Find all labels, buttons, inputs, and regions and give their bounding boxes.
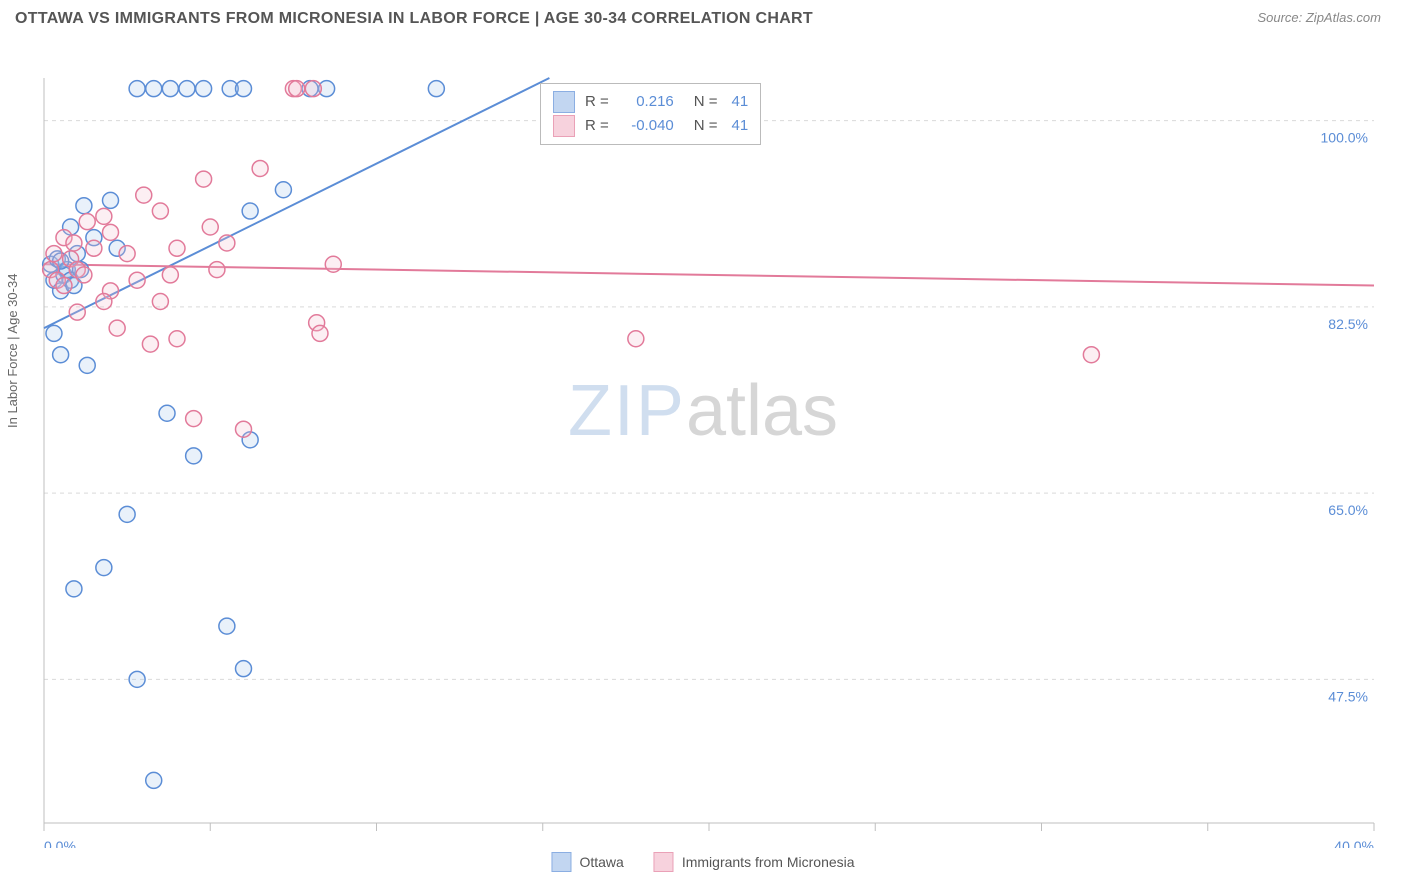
n-value: 41	[732, 114, 749, 138]
svg-text:65.0%: 65.0%	[1328, 502, 1368, 518]
correlation-stats-box: R = 0.216 N = 41 R = -0.040 N = 41	[540, 83, 761, 145]
legend: Ottawa Immigrants from Micronesia	[551, 852, 854, 872]
stats-row: R = 0.216 N = 41	[553, 90, 748, 114]
chart-area: In Labor Force | Age 30-34 47.5% 65.0% 82.…	[0, 28, 1406, 878]
r-value: 0.216	[619, 90, 674, 114]
r-label: R =	[585, 114, 609, 138]
chart-title: OTTAWA VS IMMIGRANTS FROM MICRONESIA IN …	[15, 10, 813, 28]
source-label: Source:	[1257, 10, 1305, 25]
legend-item: Immigrants from Micronesia	[654, 852, 855, 872]
chart-header: OTTAWA VS IMMIGRANTS FROM MICRONESIA IN …	[0, 0, 1406, 28]
y-axis-label: In Labor Force | Age 30-34	[5, 274, 20, 428]
n-label: N =	[694, 90, 718, 114]
r-value: -0.040	[619, 114, 674, 138]
n-value: 41	[732, 90, 749, 114]
svg-text:82.5%: 82.5%	[1328, 316, 1368, 332]
legend-swatch	[551, 852, 571, 872]
svg-text:40.0%: 40.0%	[1334, 838, 1374, 848]
source-value: ZipAtlas.com	[1306, 10, 1381, 25]
r-label: R =	[585, 90, 609, 114]
legend-swatch	[654, 852, 674, 872]
scatter-plot: 47.5% 65.0% 82.5% 100.0% 0.0% 40.0%	[0, 28, 1406, 848]
legend-label: Immigrants from Micronesia	[682, 854, 855, 870]
source-attribution: Source: ZipAtlas.com	[1257, 10, 1381, 25]
svg-text:0.0%: 0.0%	[44, 838, 76, 848]
svg-text:47.5%: 47.5%	[1328, 688, 1368, 704]
legend-label: Ottawa	[579, 854, 623, 870]
stats-swatch	[553, 91, 575, 113]
svg-text:100.0%: 100.0%	[1321, 130, 1368, 146]
stats-swatch	[553, 115, 575, 137]
n-label: N =	[694, 114, 718, 138]
stats-row: R = -0.040 N = 41	[553, 114, 748, 138]
legend-item: Ottawa	[551, 852, 623, 872]
